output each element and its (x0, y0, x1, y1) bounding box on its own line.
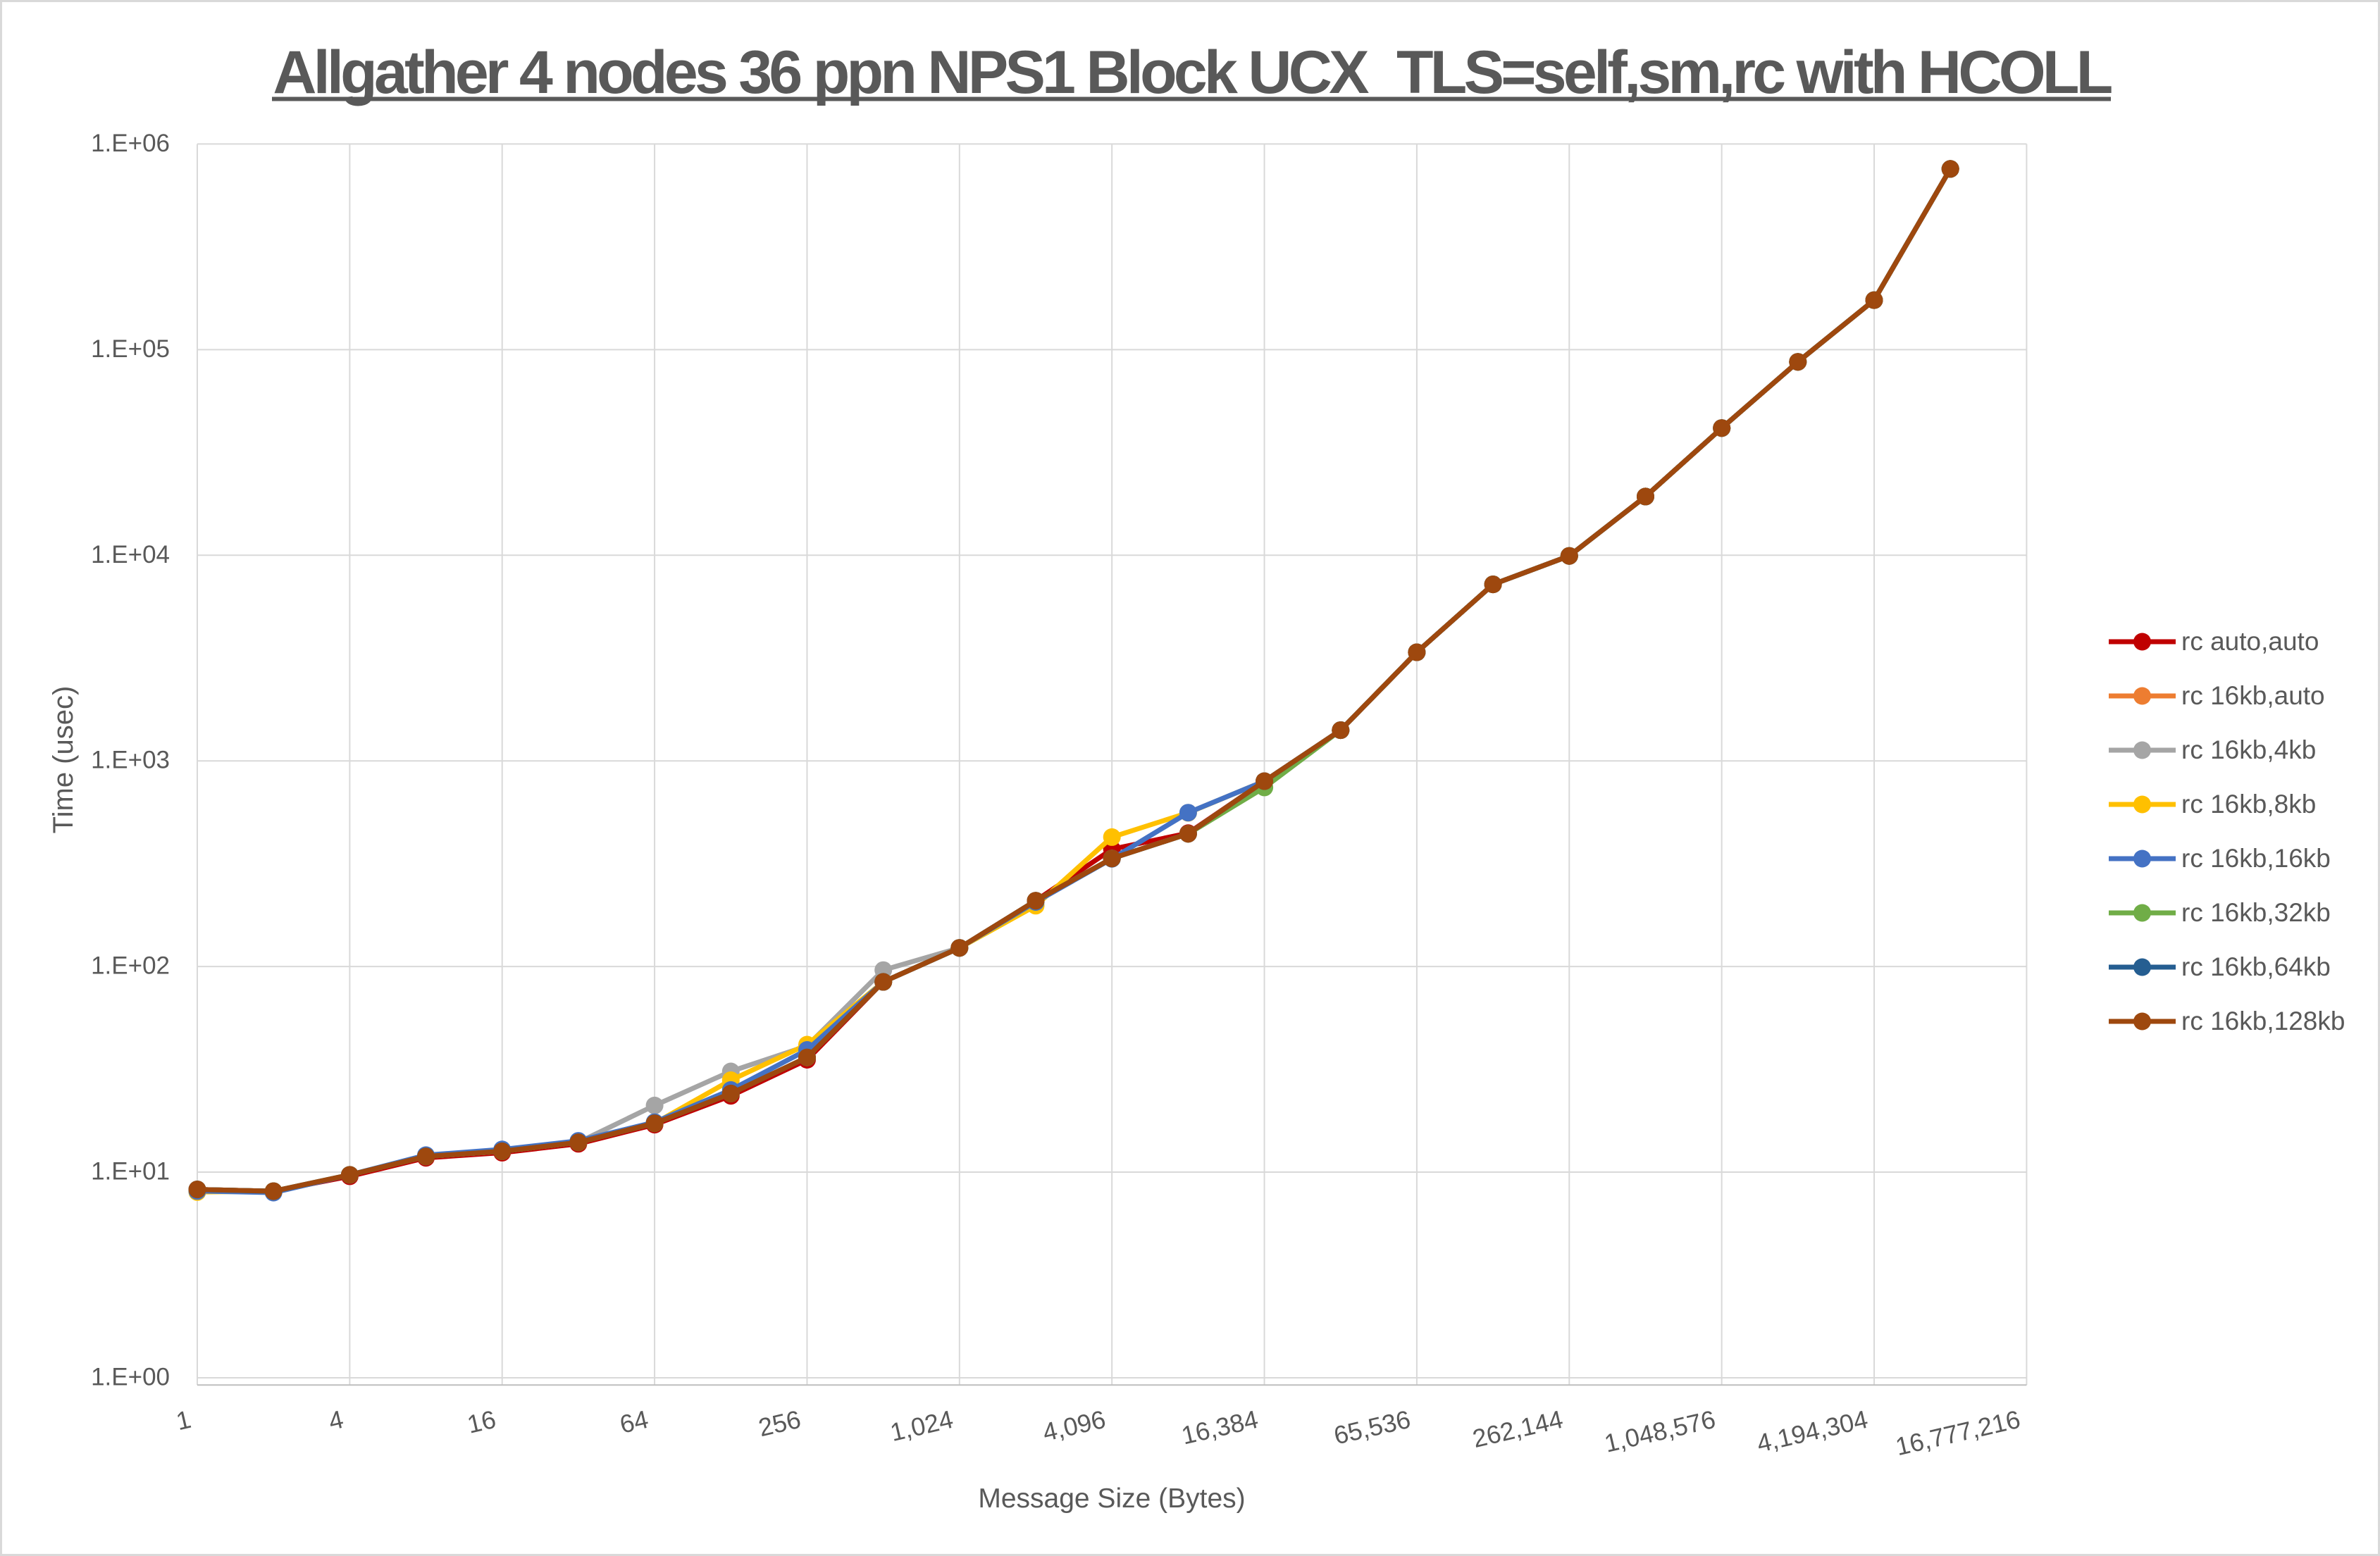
svg-text:Message Size (Bytes): Message Size (Bytes) (978, 1483, 1245, 1514)
svg-text:1.E+02: 1.E+02 (91, 952, 170, 980)
svg-text:1.E+06: 1.E+06 (91, 130, 170, 157)
svg-text:16: 16 (464, 1405, 498, 1439)
svg-text:rc 16kb,32kb: rc 16kb,32kb (2181, 898, 2331, 927)
svg-text:rc 16kb,16kb: rc 16kb,16kb (2181, 844, 2331, 873)
svg-text:1.E+04: 1.E+04 (91, 541, 170, 568)
svg-text:rc 16kb,4kb: rc 16kb,4kb (2181, 735, 2316, 764)
svg-text:1.E+05: 1.E+05 (91, 335, 170, 363)
svg-text:rc 16kb,auto: rc 16kb,auto (2181, 681, 2325, 710)
svg-text:Time (usec): Time (usec) (48, 686, 79, 834)
svg-text:rc auto,auto: rc auto,auto (2181, 627, 2319, 656)
svg-text:Allgather 4 nodes 36 ppn NPS1: Allgather 4 nodes 36 ppn NPS1 Block UCX_… (273, 39, 2111, 106)
svg-text:1.E+01: 1.E+01 (91, 1158, 170, 1185)
svg-text:64: 64 (617, 1405, 651, 1439)
svg-text:rc 16kb,128kb: rc 16kb,128kb (2181, 1007, 2345, 1035)
svg-text:1.E+03: 1.E+03 (91, 747, 170, 774)
svg-text:rc 16kb,8kb: rc 16kb,8kb (2181, 790, 2316, 819)
svg-text:1.E+00: 1.E+00 (91, 1364, 170, 1391)
svg-text:rc 16kb,64kb: rc 16kb,64kb (2181, 952, 2331, 981)
